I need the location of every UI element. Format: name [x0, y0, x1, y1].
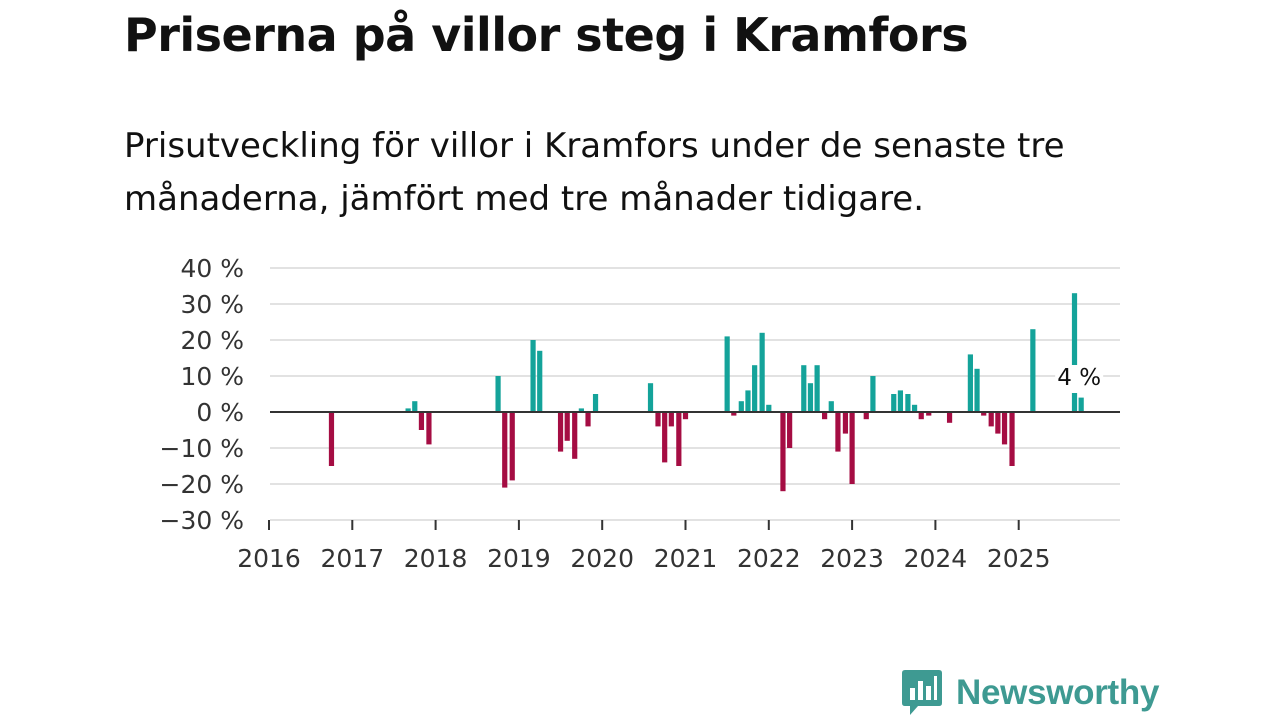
annotation-label: 4 %	[1057, 365, 1101, 391]
bar	[557, 412, 564, 452]
bar	[738, 401, 744, 412]
x-tick-label: 2018	[404, 544, 468, 573]
y-tick-label: 30 %	[180, 290, 244, 319]
bar	[572, 412, 578, 459]
bar	[801, 365, 807, 412]
x-tick-label: 2021	[654, 544, 718, 573]
bar	[814, 365, 820, 412]
bar	[828, 401, 834, 412]
x-tick-label: 2019	[487, 544, 551, 573]
bar	[863, 412, 869, 420]
bar	[502, 412, 508, 488]
brand-name: Newsworthy	[956, 673, 1160, 712]
bar	[1030, 329, 1036, 412]
bar	[822, 412, 828, 420]
x-tick-label: 2025	[987, 544, 1051, 573]
bar	[967, 354, 973, 412]
chart-title: Priserna på villor steg i Kramfors	[124, 8, 969, 62]
y-tick-label: 20 %	[180, 326, 244, 355]
bar	[918, 412, 924, 420]
bar	[870, 376, 876, 412]
bar	[787, 412, 793, 448]
bar	[585, 412, 591, 427]
bar	[592, 394, 599, 412]
bar	[897, 390, 904, 412]
bar	[537, 350, 543, 412]
bar	[731, 412, 737, 416]
y-tick-label: 0 %	[196, 398, 244, 427]
bar	[780, 412, 786, 492]
x-tick-label: 2024	[904, 544, 968, 573]
bar	[328, 412, 335, 466]
annotation-background	[1055, 365, 1104, 393]
bar	[842, 412, 849, 434]
bar	[911, 404, 918, 412]
brand: Newsworthy	[902, 670, 1159, 716]
bar	[662, 412, 668, 463]
annotation: 4 %	[1055, 365, 1104, 393]
bar	[974, 368, 980, 412]
bar	[647, 383, 654, 412]
bar	[418, 412, 425, 430]
bar	[988, 412, 994, 427]
bar	[405, 408, 411, 412]
bar	[891, 394, 897, 412]
bar	[759, 332, 765, 412]
bar	[682, 412, 689, 420]
bar	[724, 336, 730, 412]
x-axis: 2016 2017 2018 2019 2020 2021 2022 2023 2024 2025	[237, 520, 1051, 573]
bar	[849, 412, 855, 484]
y-tick-label: −20 %	[160, 470, 244, 499]
bar-chart: 40 %30 %20 %10 %0 %−10 %−20 %−30 % 2016 2…	[160, 254, 1120, 573]
bar	[676, 412, 682, 466]
bar	[995, 412, 1001, 434]
y-tick-label: −10 %	[160, 434, 244, 463]
y-tick-label: 10 %	[180, 362, 244, 391]
y-tick-label: 40 %	[180, 254, 244, 283]
bar	[1001, 412, 1008, 445]
bar	[981, 412, 987, 416]
x-tick-label: 2017	[320, 544, 384, 573]
bar	[1071, 293, 1078, 412]
x-tick-label: 2020	[570, 544, 634, 573]
bar	[412, 401, 418, 412]
bar	[1078, 397, 1084, 412]
bars	[328, 293, 1084, 492]
bar	[926, 412, 932, 416]
y-axis-labels: 40 % 30 % 20 % 10 % 0 % −10 % −20 % −30 %	[160, 254, 244, 535]
bar	[1009, 412, 1015, 466]
bar	[745, 390, 751, 412]
bar	[578, 408, 584, 412]
bar	[495, 376, 501, 412]
bar	[752, 365, 758, 412]
bar	[905, 394, 911, 412]
y-tick-label: −30 %	[160, 506, 244, 535]
bar	[807, 383, 814, 412]
bar	[530, 340, 536, 412]
bar	[426, 412, 432, 445]
gridlines	[270, 267, 1120, 521]
bar	[509, 412, 515, 481]
bar	[655, 412, 661, 427]
x-tick-label: 2023	[820, 544, 884, 573]
bar	[564, 412, 570, 441]
newsworthy-logo-icon	[902, 670, 942, 715]
x-tick-label: 2016	[237, 544, 301, 573]
bar	[835, 412, 841, 452]
bar	[766, 404, 772, 412]
chart-subtitle: Prisutveckling för villor i Kramfors und…	[124, 126, 1065, 219]
bar	[668, 412, 674, 427]
bar	[946, 412, 953, 423]
x-tick-label: 2022	[737, 544, 801, 573]
